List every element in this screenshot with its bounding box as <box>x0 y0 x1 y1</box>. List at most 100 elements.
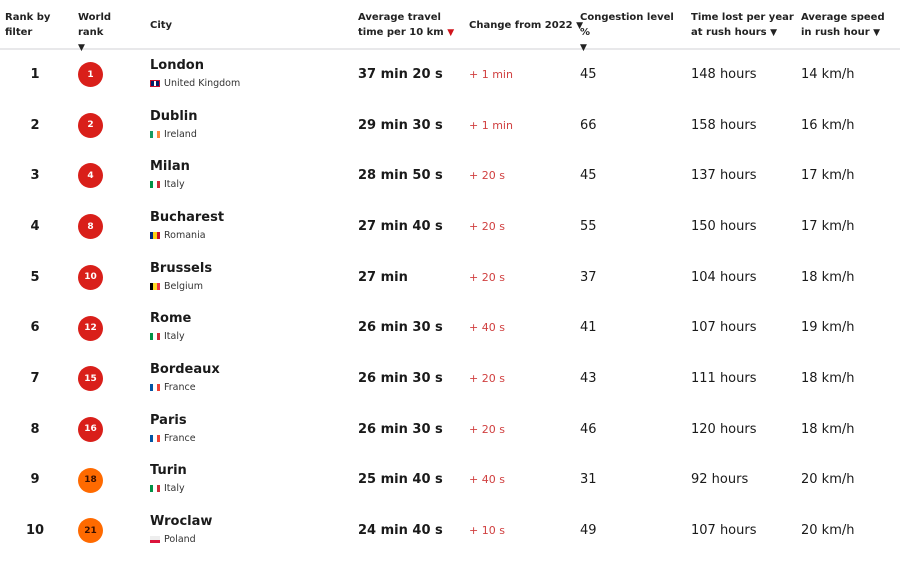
rank-by-filter: 1 <box>30 66 40 82</box>
avg-travel-time: 26 min 30 s <box>358 371 443 387</box>
avg-speed: 20 km/h <box>801 472 855 488</box>
city-cell: London United Kingdom <box>150 49 240 100</box>
table-row[interactable]: 8 16 Paris France 26 min 30 s + 20 s 46 120 hou… <box>0 404 900 455</box>
congestion-level: 37 <box>580 269 597 285</box>
avg-speed: 18 km/h <box>801 421 855 437</box>
avg-travel-time: 24 min 40 s <box>358 523 443 539</box>
city-name[interactable]: Turin <box>150 463 187 479</box>
table-row[interactable]: 2 2 Dublin Ireland 29 min 30 s + 1 min 66 158 h… <box>0 100 900 151</box>
congestion-level: 45 <box>580 66 597 82</box>
flag-icon <box>150 485 160 493</box>
table-row[interactable]: 1 1 London United Kingdom 37 min 20 s + 1 min… <box>0 49 900 100</box>
city-name[interactable]: Bordeaux <box>150 362 220 378</box>
city-cell: Turin Italy <box>150 455 187 506</box>
congestion-level: 46 <box>580 421 597 437</box>
time-lost: 148 hours <box>691 66 757 82</box>
flag-icon <box>150 282 160 290</box>
world-rank-badge: 21 <box>78 518 103 544</box>
world-rank-badge: 10 <box>78 264 103 290</box>
country: Italy <box>150 331 185 342</box>
congestion-level: 45 <box>580 168 597 184</box>
time-lost: 104 hours <box>691 269 757 285</box>
city-name[interactable]: Brussels <box>150 260 213 276</box>
country: Ireland <box>150 129 197 140</box>
city-cell: Bordeaux France <box>150 353 220 404</box>
header-avg-speed[interactable]: Average speed in rush hour ▼ <box>801 12 885 38</box>
country: Poland <box>150 534 196 545</box>
city-name[interactable]: Paris <box>150 412 187 428</box>
avg-speed: 17 km/h <box>801 168 855 184</box>
sort-arrow-icon: ▼ <box>580 43 587 53</box>
time-lost: 137 hours <box>691 168 757 184</box>
city-name[interactable]: Wroclaw <box>150 514 213 530</box>
table-row[interactable]: 6 12 Rome Italy 26 min 30 s + 40 s 41 107 hours… <box>0 303 900 354</box>
city-cell: Milan Italy <box>150 150 190 201</box>
table-row[interactable]: 9 18 Turin Italy 25 min 40 s + 40 s 31 92 hours… <box>0 455 900 506</box>
time-lost: 107 hours <box>691 320 757 336</box>
header-avg-time[interactable]: Average travel time per 10 km ▼ <box>358 12 455 38</box>
time-lost: 107 hours <box>691 523 757 539</box>
congestion-level: 31 <box>580 472 597 488</box>
country: Italy <box>150 483 185 494</box>
rank-by-filter: 10 <box>25 523 45 539</box>
flag-icon <box>150 536 160 544</box>
city-name[interactable]: London <box>150 57 204 73</box>
change-from-2022: + 10 s <box>469 524 505 538</box>
flag-icon <box>150 181 160 189</box>
table-row[interactable]: 4 8 Bucharest Romania 27 min 40 s + 20 s 55 150… <box>0 201 900 252</box>
avg-travel-time: 26 min 30 s <box>358 320 443 336</box>
change-from-2022: + 1 min <box>469 67 513 81</box>
rank-by-filter: 8 <box>30 421 40 437</box>
world-rank-badge: 12 <box>78 315 103 341</box>
change-from-2022: + 20 s <box>469 169 505 183</box>
congestion-level: 43 <box>580 371 597 387</box>
table-header: Rank by filter World rank ▼ City Average … <box>0 0 900 53</box>
avg-travel-time: 26 min 30 s <box>358 421 443 437</box>
header-time-lost[interactable]: Time lost per year at rush hours ▼ <box>691 12 794 38</box>
avg-travel-time: 25 min 40 s <box>358 472 443 488</box>
avg-speed: 18 km/h <box>801 371 855 387</box>
avg-travel-time: 37 min 20 s <box>358 66 443 82</box>
city-cell: Wroclaw Poland <box>150 505 212 556</box>
congestion-level: 41 <box>580 320 597 336</box>
sort-arrow-icon: ▼ <box>576 21 584 31</box>
change-from-2022: + 20 s <box>469 270 505 284</box>
change-from-2022: + 1 min <box>469 118 513 132</box>
avg-speed: 19 km/h <box>801 320 855 336</box>
world-rank-badge: 18 <box>78 467 103 493</box>
header-congestion[interactable]: Congestion level % ▼ <box>580 12 674 53</box>
rank-by-filter: 4 <box>30 218 40 234</box>
world-rank-badge: 15 <box>78 366 103 392</box>
city-name[interactable]: Rome <box>150 311 192 327</box>
header-rank-by-filter[interactable]: Rank by filter <box>5 12 51 38</box>
avg-travel-time: 27 min 40 s <box>358 218 443 234</box>
header-city[interactable]: City <box>150 20 173 31</box>
avg-speed: 16 km/h <box>801 117 855 133</box>
header-change[interactable]: Change from 2022 ▼ <box>469 20 584 31</box>
header-world-rank[interactable]: World rank ▼ <box>78 12 112 53</box>
rank-by-filter: 9 <box>30 472 40 488</box>
table-row[interactable]: 3 4 Milan Italy 28 min 50 s + 20 s 45 137 hours… <box>0 150 900 201</box>
change-from-2022: + 20 s <box>469 219 505 233</box>
country: Romania <box>150 230 206 241</box>
time-lost: 111 hours <box>691 371 757 387</box>
world-rank-badge: 2 <box>78 112 103 138</box>
table-row[interactable]: 5 10 Brussels Belgium 27 min + 20 s 37 104 hour… <box>0 252 900 303</box>
table-row[interactable]: 10 21 Wroclaw Poland 24 min 40 s + 10 s 49 107 … <box>0 505 900 556</box>
flag-icon <box>150 384 160 392</box>
sort-arrow-icon: ▼ <box>78 43 85 53</box>
flag-icon <box>150 434 160 442</box>
rank-by-filter: 5 <box>30 269 40 285</box>
avg-travel-time: 29 min 30 s <box>358 117 443 133</box>
city-cell: Paris France <box>150 404 196 455</box>
country: United Kingdom <box>150 78 240 89</box>
change-from-2022: + 20 s <box>469 372 505 386</box>
congestion-level: 55 <box>580 218 597 234</box>
city-name[interactable]: Dublin <box>150 108 198 124</box>
change-from-2022: + 40 s <box>469 321 505 335</box>
city-name[interactable]: Milan <box>150 159 190 175</box>
city-name[interactable]: Bucharest <box>150 209 225 225</box>
table-row[interactable]: 7 15 Bordeaux France 26 min 30 s + 20 s 43 111 … <box>0 353 900 404</box>
flag-icon <box>150 231 160 239</box>
time-lost: 150 hours <box>691 218 757 234</box>
